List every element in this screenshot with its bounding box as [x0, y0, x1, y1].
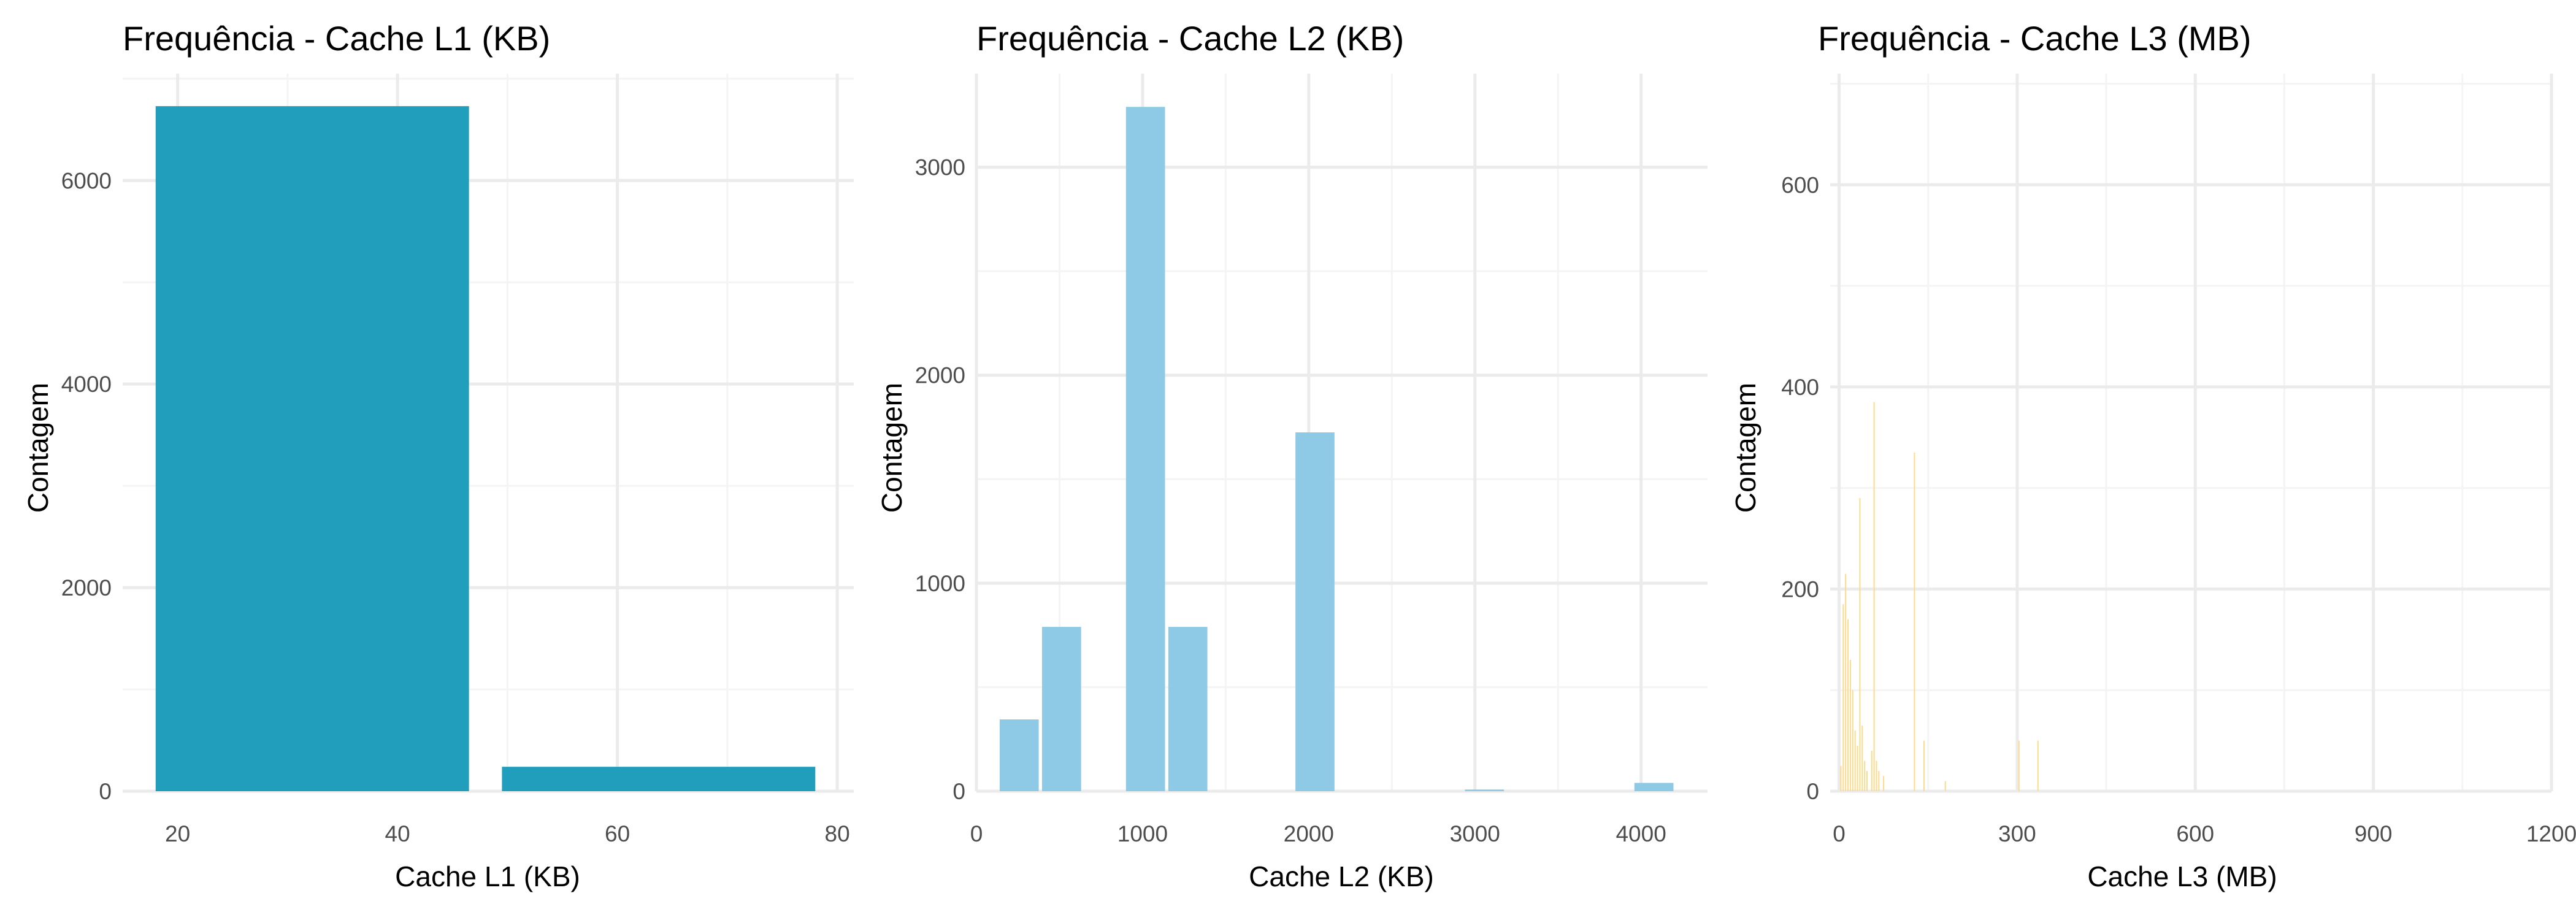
y-tick-label: 4000 [61, 372, 112, 397]
y-tick-label: 0 [953, 779, 965, 804]
y-tick-label: 600 [1781, 172, 1819, 197]
histogram-bar [1859, 498, 1861, 791]
histogram-bar [1861, 725, 1863, 791]
histogram-bar [1876, 761, 1877, 791]
bars [999, 107, 1674, 791]
x-axis-title: Cache L3 (MB) [2087, 861, 2277, 892]
histogram-bar [1042, 627, 1081, 791]
x-tick-label: 1200 [2526, 821, 2576, 846]
histogram-bar [1944, 781, 1946, 791]
y-tick-label: 3000 [915, 155, 965, 180]
histogram-bar [1847, 619, 1849, 791]
y-axis-title: Contagem [1730, 383, 1761, 513]
x-tick-label: 1000 [1117, 821, 1168, 846]
histogram-bar [155, 106, 469, 791]
y-tick-label: 200 [1781, 577, 1819, 602]
histogram-bar [1849, 659, 1851, 791]
gridlines [1830, 74, 2553, 793]
x-tick-label: 80 [825, 821, 850, 846]
plot-area: 0 300 600 900 1200 0 200 400 600 [1781, 74, 2576, 846]
gridlines [975, 74, 1708, 793]
x-tick-label: 60 [605, 821, 630, 846]
x-tick-label: 0 [970, 821, 983, 846]
panel-l3-chart: Frequência - Cache L3 (MB) 0 300 600 900 120… [1730, 19, 2576, 892]
histogram-bar [1295, 432, 1335, 791]
histogram-bar [1845, 573, 1847, 791]
x-tick-label: 2000 [1284, 821, 1334, 846]
histogram-bar [1840, 765, 1842, 791]
histogram-bar [999, 719, 1039, 791]
y-tick-label: 400 [1781, 375, 1819, 400]
histogram-bar [1873, 402, 1875, 791]
y-axis-title: Contagem [876, 383, 908, 513]
y-tick-label: 0 [1806, 779, 1819, 804]
plot-area: 20 40 60 80 0 2000 4000 6000 [61, 74, 854, 846]
x-tick-label: 900 [2355, 821, 2393, 846]
x-axis-title: Cache L2 (KB) [1249, 861, 1434, 892]
histogram-bar [2037, 740, 2039, 791]
histogram-bar [1914, 452, 1915, 791]
y-tick-label: 6000 [61, 168, 112, 193]
histogram-bar [2018, 740, 2020, 791]
histogram-bar [1883, 776, 1885, 791]
chart-title: Frequência - Cache L2 (KB) [976, 19, 1404, 58]
histogram-bar [1852, 690, 1853, 791]
histogram-bar [1878, 771, 1880, 791]
histogram-bar [1125, 107, 1165, 791]
x-tick-label: 3000 [1450, 821, 1500, 846]
bars [155, 106, 816, 791]
histogram-bar [1168, 627, 1208, 791]
bars [1840, 402, 2039, 791]
y-tick-label: 1000 [915, 571, 965, 596]
histogram-bar [1866, 771, 1868, 791]
x-axis-title: Cache L1 (KB) [395, 861, 580, 892]
x-tick-label: 4000 [1616, 821, 1666, 846]
y-tick-label: 2000 [61, 575, 112, 600]
y-tick-label: 2000 [915, 363, 965, 388]
panel-l2-chart: Frequência - Cache L2 (KB) 0 1000 2000 3000… [876, 19, 1708, 892]
y-tick-label: 0 [99, 779, 112, 804]
histogram-bar [1871, 751, 1873, 791]
chart-title: Frequência - Cache L1 (KB) [123, 19, 550, 58]
x-tick-label: 600 [2176, 821, 2214, 846]
histogram-bar [1923, 740, 1925, 791]
x-tick-label: 0 [1833, 821, 1846, 846]
histogram-bar [1634, 783, 1674, 791]
x-tick-label: 40 [385, 821, 410, 846]
histogram-bar [1864, 761, 1866, 791]
plot-area: 0 1000 2000 3000 4000 0 1000 2000 3000 [915, 74, 1708, 846]
histogram-bar [1842, 604, 1844, 791]
y-axis-title: Contagem [22, 383, 54, 513]
x-tick-label: 300 [1998, 821, 2036, 846]
histogram-bar [1854, 730, 1856, 791]
histogram-bar [1857, 745, 1858, 791]
histogram-bar [1465, 789, 1505, 791]
chart-title: Frequência - Cache L3 (MB) [1818, 19, 2252, 58]
panel-l1-chart: Frequência - Cache L1 (KB) 20 40 60 80 0 2000… [22, 19, 854, 892]
x-tick-label: 20 [165, 821, 190, 846]
histogram-bar [502, 767, 816, 791]
